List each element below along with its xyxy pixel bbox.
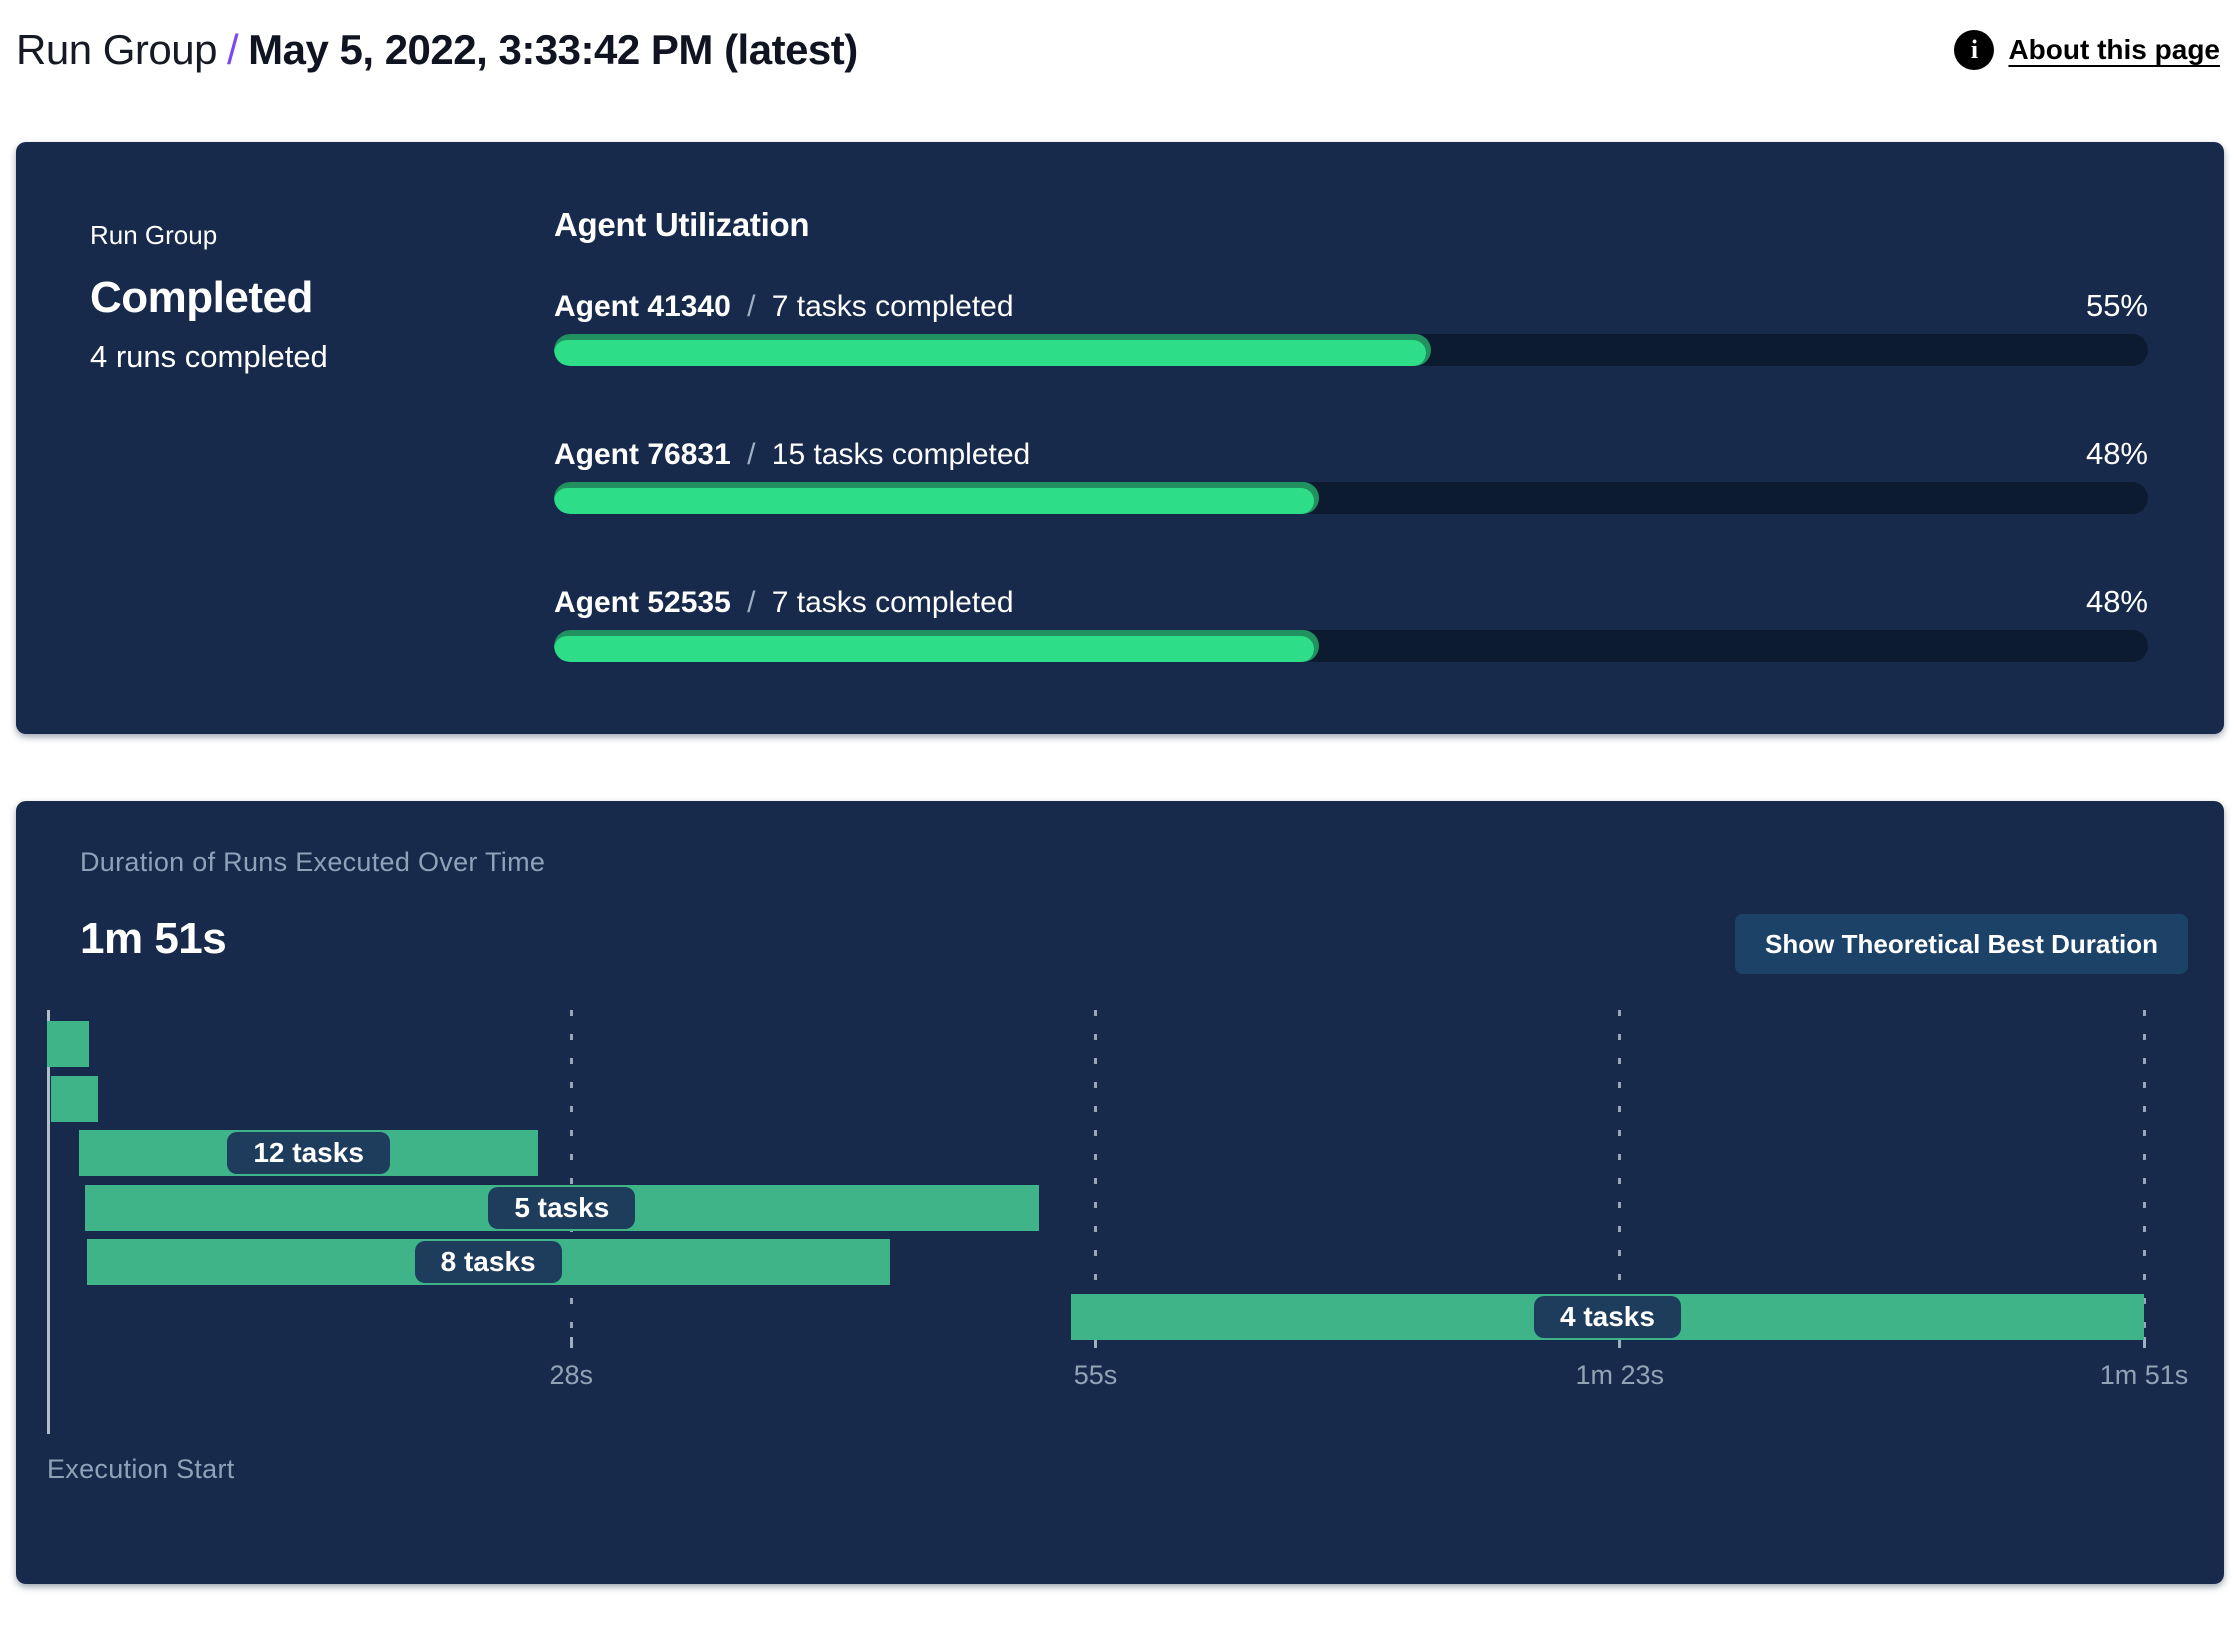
run-duration-bar[interactable] — [50, 1076, 98, 1122]
page-header: Run Group / May 5, 2022, 3:33:42 PM (lates… — [0, 0, 2240, 82]
agent-row-label-line: Agent 52535 / 7 tasks completed 48% — [554, 584, 2148, 620]
agent-utilization-section: Agent Utilization Agent 41340 / 7 tasks … — [554, 142, 2224, 734]
agent-tasks-completed: 7 tasks completed — [771, 586, 1014, 619]
run-group-label: Run Group — [90, 220, 218, 250]
agent-utilization-percent: 55% — [2085, 288, 2148, 323]
agent-name: Agent 76831 — [554, 438, 731, 471]
axis-tick-mark — [1618, 1337, 1622, 1348]
axis-tick-mark — [2142, 1337, 2146, 1348]
task-count-pill: 4 tasks — [1533, 1296, 1681, 1338]
gridline-28s — [569, 1010, 573, 1342]
agent-label-separator: / — [738, 290, 764, 323]
axis-tick-mark — [569, 1337, 573, 1348]
gantt-plot-area: 12 tasks 5 tasks 8 tasks 4 tasks — [47, 1010, 2146, 1348]
breadcrumb-run-group: Run Group — [16, 26, 217, 73]
breadcrumb-separator: / — [226, 26, 239, 73]
duration-chart-title: Duration of Runs Executed Over Time — [80, 847, 546, 877]
task-count-pill: 8 tasks — [414, 1241, 562, 1283]
agent-utilization-row: Agent 52535 / 7 tasks completed 48% — [554, 584, 2148, 662]
duration-panel: Duration of Runs Executed Over Time 1m 5… — [16, 801, 2224, 1584]
agent-row-label-line: Agent 41340 / 7 tasks completed 55% — [554, 288, 2148, 324]
agent-utilization-row: Agent 41340 / 7 tasks completed 55% — [554, 288, 2148, 366]
task-count-pill: 5 tasks — [488, 1187, 636, 1229]
execution-start-label: Execution Start — [47, 1454, 235, 1484]
run-group-status: Completed — [90, 273, 313, 322]
run-duration-bar[interactable]: 12 tasks — [79, 1130, 539, 1176]
info-icon: i — [1954, 30, 1995, 70]
gantt-chart: 12 tasks 5 tasks 8 tasks 4 tasks 28s 55s 1… — [47, 1010, 2188, 1485]
agent-utilization-fill — [554, 334, 1431, 366]
run-group-summary-panel: Run Group Completed 4 runs completed Age… — [16, 142, 2224, 734]
agent-label: Agent 76831 / 15 tasks completed — [554, 438, 1030, 472]
agent-utilization-fill — [554, 482, 1320, 514]
agent-label-separator: / — [738, 438, 764, 471]
agent-utilization-percent: 48% — [2085, 436, 2148, 471]
total-duration-value: 1m 51s — [80, 914, 227, 963]
axis-tick-mark — [1094, 1337, 1097, 1348]
tick-label-28s: 28s — [549, 1360, 594, 1390]
page-title-date: May 5, 2022, 3:33:42 PM (latest) — [248, 26, 858, 73]
agent-label: Agent 52535 / 7 tasks completed — [554, 586, 1014, 620]
about-this-page-label: About this page — [2008, 34, 2220, 65]
x-axis-tick-labels: 28s 55s 1m 23s 1m 51s — [47, 1360, 2188, 1396]
run-duration-bar[interactable] — [47, 1021, 89, 1067]
agent-name: Agent 52535 — [554, 586, 731, 619]
agent-label-separator: / — [738, 586, 764, 619]
agent-utilization-percent: 48% — [2085, 584, 2148, 619]
agent-utilization-list: Agent 41340 / 7 tasks completed 55% Agen… — [554, 288, 2148, 662]
agent-tasks-completed: 7 tasks completed — [771, 290, 1014, 323]
run-duration-bar[interactable]: 4 tasks — [1070, 1294, 2144, 1340]
agent-utilization-fill — [554, 630, 1320, 662]
agent-utilization-fill-highlight — [554, 636, 1315, 662]
agent-utilization-track — [554, 334, 2148, 366]
agent-utilization-track — [554, 630, 2148, 662]
run-duration-bar[interactable]: 5 tasks — [84, 1185, 1039, 1231]
show-theoretical-best-duration-button[interactable]: Show Theoretical Best Duration — [1735, 914, 2188, 974]
gridline-55s — [1094, 1010, 1097, 1342]
agent-utilization-heading: Agent Utilization — [554, 206, 810, 243]
agent-utilization-fill-highlight — [554, 488, 1315, 514]
agent-tasks-completed: 15 tasks completed — [771, 438, 1031, 471]
gridline-1m-23s — [1618, 1010, 1622, 1342]
run-group-status-block: Run Group Completed 4 runs completed — [16, 142, 554, 734]
about-this-page-link[interactable]: i About this page — [1954, 30, 2220, 70]
tick-label-1m-51s: 1m 51s — [2099, 1360, 2189, 1390]
agent-utilization-fill-highlight — [554, 340, 1426, 366]
tick-label-55s: 55s — [1073, 1360, 1118, 1390]
gridline-1m-51s — [2142, 1010, 2146, 1342]
agent-utilization-row: Agent 76831 / 15 tasks completed 48% — [554, 436, 2148, 514]
agent-name: Agent 41340 — [554, 290, 731, 323]
page-title: Run Group / May 5, 2022, 3:33:42 PM (lates… — [16, 26, 858, 74]
agent-row-label-line: Agent 76831 / 15 tasks completed 48% — [554, 436, 2148, 472]
agent-label: Agent 41340 / 7 tasks completed — [554, 290, 1014, 324]
execution-start-axis-line — [47, 1010, 50, 1434]
agent-utilization-track — [554, 482, 2148, 514]
task-count-pill: 12 tasks — [227, 1132, 390, 1174]
runs-completed-count: 4 runs completed — [90, 339, 328, 374]
tick-label-1m-23s: 1m 23s — [1575, 1360, 1665, 1390]
run-duration-bar[interactable]: 8 tasks — [86, 1239, 890, 1285]
